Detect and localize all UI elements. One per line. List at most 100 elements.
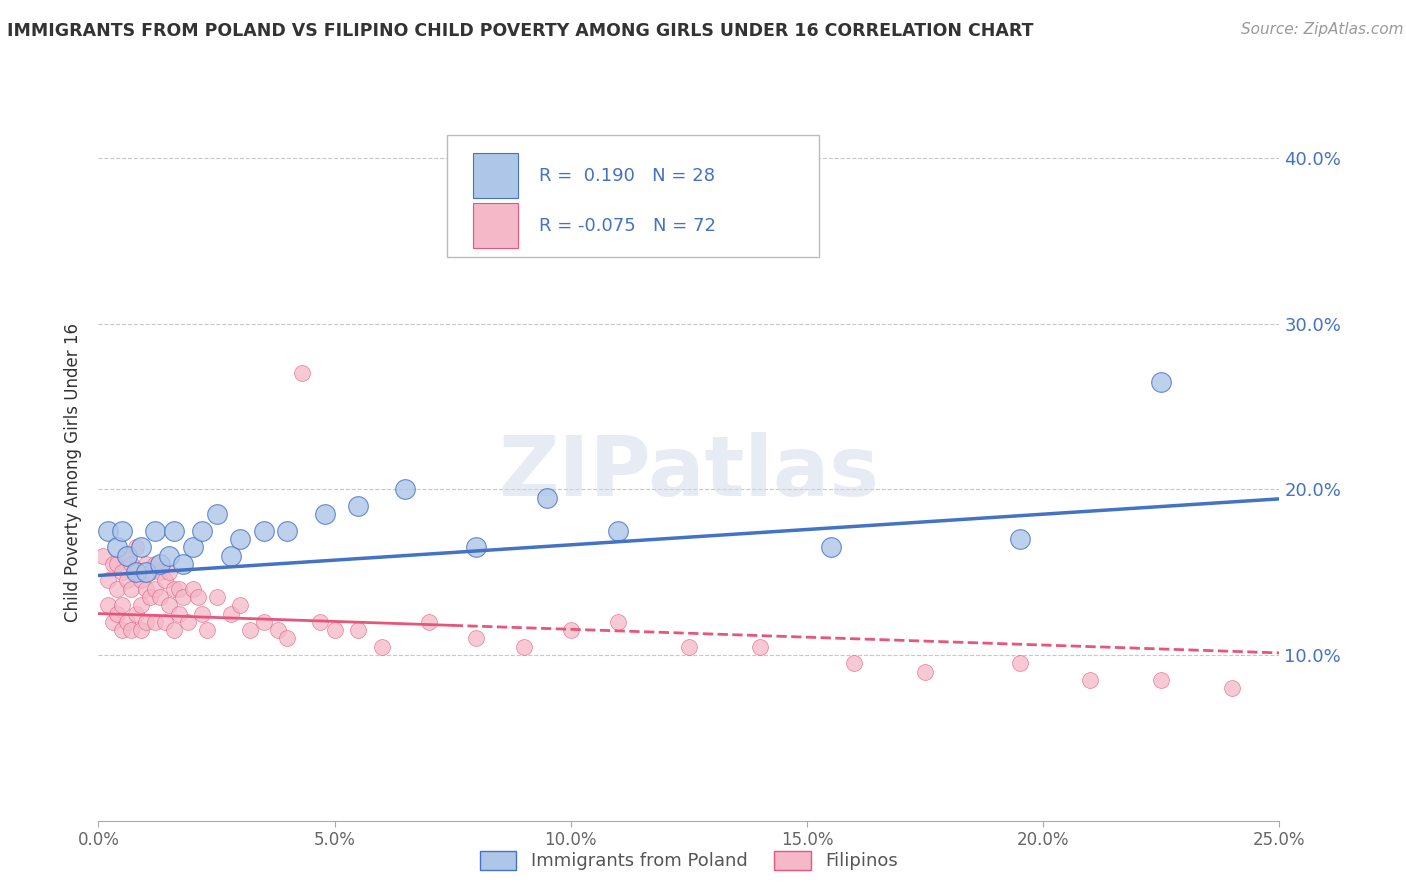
Point	[129, 623, 152, 637]
Point	[139, 590, 162, 604]
Point	[560, 623, 582, 637]
Point	[125, 541, 148, 555]
Point	[1150, 673, 1173, 687]
Point	[678, 640, 700, 654]
Point	[125, 565, 148, 579]
Point	[1080, 673, 1102, 687]
Point	[195, 623, 218, 637]
Point	[219, 549, 242, 563]
Point	[105, 557, 128, 571]
Point	[157, 599, 180, 613]
Point	[115, 615, 138, 629]
Point	[267, 623, 290, 637]
Point	[111, 599, 134, 613]
Point	[205, 590, 228, 604]
Point	[418, 615, 440, 629]
Point	[253, 524, 276, 538]
Point	[129, 599, 152, 613]
Point	[135, 557, 157, 571]
Point	[371, 640, 394, 654]
Point	[143, 524, 166, 538]
Bar	[472, 203, 517, 248]
Point	[607, 524, 630, 538]
Text: R =  0.190   N = 28: R = 0.190 N = 28	[538, 167, 714, 185]
Point	[139, 565, 162, 579]
Bar	[472, 153, 517, 198]
Point	[121, 557, 143, 571]
Point	[181, 582, 204, 596]
Point	[191, 524, 214, 538]
Point	[607, 615, 630, 629]
Point	[748, 640, 770, 654]
Point	[115, 549, 138, 563]
Point	[105, 582, 128, 596]
Point	[309, 615, 332, 629]
Point	[135, 565, 157, 579]
Point	[135, 615, 157, 629]
Point	[512, 640, 534, 654]
Point	[1008, 532, 1031, 546]
Point	[465, 632, 488, 646]
Point	[153, 615, 176, 629]
Point	[177, 615, 200, 629]
Point	[1220, 681, 1243, 695]
Point	[1008, 657, 1031, 671]
Point	[167, 607, 190, 621]
Point	[323, 623, 346, 637]
Point	[290, 367, 312, 381]
Point	[121, 623, 143, 637]
Text: ZIPatlas: ZIPatlas	[499, 433, 879, 513]
Point	[121, 582, 143, 596]
Point	[149, 565, 172, 579]
Point	[115, 549, 138, 563]
Point	[157, 565, 180, 579]
Point	[111, 623, 134, 637]
Point	[111, 524, 134, 538]
Point	[97, 524, 120, 538]
Point	[101, 615, 124, 629]
Point	[347, 623, 370, 637]
Point	[191, 607, 214, 621]
FancyBboxPatch shape	[447, 136, 818, 257]
Point	[229, 599, 252, 613]
Point	[105, 607, 128, 621]
Point	[129, 574, 152, 588]
Point	[149, 557, 172, 571]
Point	[153, 574, 176, 588]
Point	[844, 657, 866, 671]
Point	[163, 582, 186, 596]
Point	[914, 665, 936, 679]
Point	[219, 607, 242, 621]
Point	[163, 524, 186, 538]
Point	[135, 582, 157, 596]
Point	[394, 483, 416, 497]
Point	[820, 541, 842, 555]
Point	[167, 582, 190, 596]
Point	[239, 623, 262, 637]
Text: R = -0.075   N = 72: R = -0.075 N = 72	[538, 217, 716, 235]
Point	[181, 541, 204, 555]
Point	[347, 499, 370, 513]
Point	[91, 549, 114, 563]
Point	[465, 541, 488, 555]
Point	[276, 524, 298, 538]
Point	[163, 623, 186, 637]
Point	[229, 532, 252, 546]
Point	[111, 565, 134, 579]
Y-axis label: Child Poverty Among Girls Under 16: Child Poverty Among Girls Under 16	[65, 323, 83, 623]
Point	[125, 565, 148, 579]
Point	[105, 541, 128, 555]
Point	[143, 557, 166, 571]
Legend: Immigrants from Poland, Filipinos: Immigrants from Poland, Filipinos	[472, 844, 905, 878]
Point	[129, 541, 152, 555]
Point	[536, 491, 558, 505]
Point	[314, 507, 336, 521]
Point	[276, 632, 298, 646]
Point	[143, 615, 166, 629]
Point	[97, 574, 120, 588]
Point	[172, 590, 194, 604]
Text: Source: ZipAtlas.com: Source: ZipAtlas.com	[1240, 22, 1403, 37]
Point	[125, 607, 148, 621]
Point	[157, 549, 180, 563]
Point	[172, 557, 194, 571]
